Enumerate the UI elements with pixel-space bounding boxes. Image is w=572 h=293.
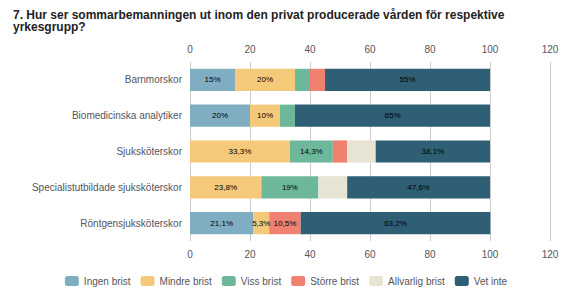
svg-text:5,3%: 5,3% <box>252 219 270 228</box>
svg-text:47,6%: 47,6% <box>407 183 430 192</box>
svg-text:10%: 10% <box>257 111 273 120</box>
svg-text:Sjuksköterskor: Sjuksköterskor <box>116 146 182 157</box>
svg-text:23,8%: 23,8% <box>214 183 237 192</box>
svg-text:40: 40 <box>304 44 316 55</box>
svg-text:100: 100 <box>482 249 499 260</box>
svg-text:Specialistutbildade sjuksköter: Specialistutbildade sjuksköterskor <box>32 182 183 193</box>
svg-text:20%: 20% <box>257 75 273 84</box>
svg-text:0: 0 <box>187 249 193 260</box>
svg-text:Vet inte: Vet inte <box>474 276 508 287</box>
svg-text:yrkesgrupp?: yrkesgrupp? <box>13 20 86 34</box>
svg-text:100: 100 <box>482 44 499 55</box>
svg-text:Biomedicinska analytiker: Biomedicinska analytiker <box>72 110 183 121</box>
svg-text:10,5%: 10,5% <box>274 219 297 228</box>
svg-text:20: 20 <box>244 44 256 55</box>
svg-text:Mindre brist: Mindre brist <box>160 276 212 287</box>
svg-text:60: 60 <box>364 249 376 260</box>
svg-text:38,1%: 38,1% <box>422 147 445 156</box>
svg-text:14,3%: 14,3% <box>300 147 323 156</box>
svg-text:80: 80 <box>424 44 436 55</box>
svg-text:60: 60 <box>364 44 376 55</box>
svg-text:Viss brist: Viss brist <box>241 276 282 287</box>
svg-text:7. Hur ser sommarbemanningen u: 7. Hur ser sommarbemanningen ut inom den… <box>13 8 508 22</box>
svg-text:63,2%: 63,2% <box>384 219 407 228</box>
svg-text:15%: 15% <box>204 75 220 84</box>
svg-text:Allvarlig brist: Allvarlig brist <box>388 276 445 287</box>
svg-text:33,3%: 33,3% <box>229 147 252 156</box>
svg-text:19%: 19% <box>282 183 298 192</box>
svg-text:80: 80 <box>424 249 436 260</box>
svg-text:120: 120 <box>542 44 559 55</box>
svg-text:Ingen brist: Ingen brist <box>84 276 131 287</box>
svg-text:120: 120 <box>542 249 559 260</box>
svg-text:65%: 65% <box>384 111 400 120</box>
svg-text:20%: 20% <box>212 111 228 120</box>
svg-text:0: 0 <box>187 44 193 55</box>
svg-text:40: 40 <box>304 249 316 260</box>
svg-text:20: 20 <box>244 249 256 260</box>
svg-text:Större brist: Större brist <box>310 276 359 287</box>
svg-text:Röntgensjuksköterskor: Röntgensjuksköterskor <box>80 218 182 229</box>
svg-text:21,1%: 21,1% <box>210 219 233 228</box>
svg-text:Barnmorskor: Barnmorskor <box>125 74 183 85</box>
svg-text:55%: 55% <box>399 75 415 84</box>
